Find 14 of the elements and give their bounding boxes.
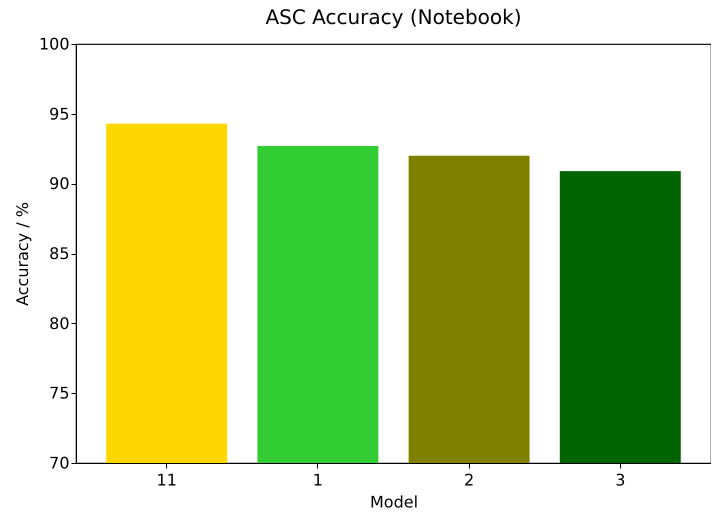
x-axis-title: Model	[370, 492, 418, 512]
y-tick-label: 95	[49, 104, 70, 124]
y-axis-title: Accuracy / %	[12, 202, 32, 306]
y-tick-label: 90	[49, 174, 70, 194]
y-tick-label: 70	[49, 454, 70, 472]
y-tick-label: 80	[49, 314, 70, 333]
y-tick-label: 85	[49, 244, 70, 263]
y-tick-label: 75	[49, 384, 70, 403]
x-tick-label: 1	[312, 470, 323, 490]
x-tick-label: 2	[464, 470, 474, 490]
y-tick-label: 100	[38, 34, 70, 54]
x-tick-label: 3	[615, 470, 626, 490]
chart-title: ASC Accuracy (Notebook)	[265, 5, 522, 29]
x-tick-label: 11	[156, 470, 177, 490]
